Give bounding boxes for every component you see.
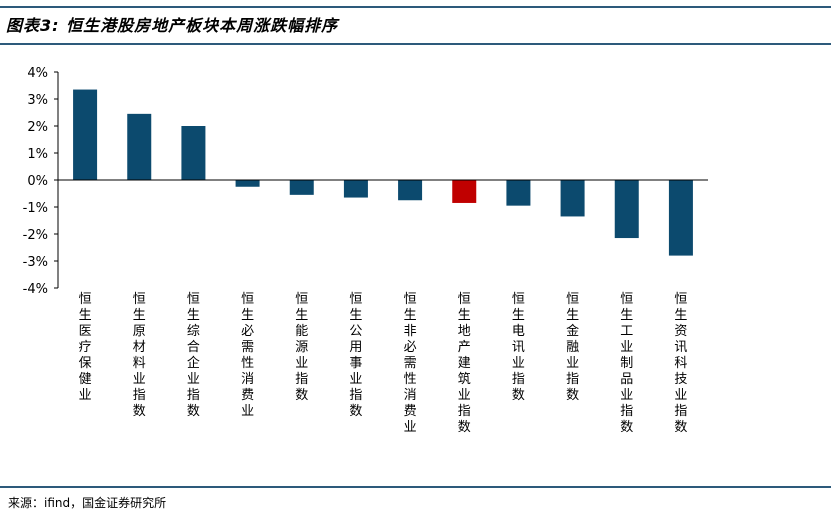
source-note: 来源：ifind，国金证券研究所: [8, 496, 167, 510]
x-tick-label: 恒生综合企业指数: [187, 292, 200, 419]
y-tick-label: 1%: [27, 147, 48, 162]
x-tick-label: 恒生医疗保健业: [79, 292, 92, 403]
bar: [668, 180, 693, 256]
bar: [452, 180, 477, 203]
bar: [127, 113, 152, 180]
bar: [289, 180, 314, 195]
x-tick-label: 恒生公用事业指数: [349, 292, 362, 419]
y-tick-label: 4%: [27, 66, 48, 81]
y-tick-label: -4%: [23, 282, 48, 297]
bottom-rule: [0, 486, 831, 488]
bar: [343, 180, 368, 198]
x-tick-label: 恒生电讯业指数: [512, 292, 525, 403]
title-rule: [0, 43, 831, 45]
bar: [560, 180, 585, 217]
y-tick-label: 2%: [27, 120, 48, 135]
bar: [506, 180, 531, 206]
bar: [181, 126, 206, 180]
bar: [614, 180, 639, 239]
x-tick-label: 恒生工业制品业指数: [620, 292, 633, 435]
y-tick-label: -3%: [23, 255, 48, 270]
y-tick-label: -2%: [23, 228, 48, 243]
x-tick-label: 恒生资讯科技业指数: [674, 292, 687, 435]
chart-title: 图表3: 恒生港股房地产板块本周涨跌幅排序: [6, 16, 339, 35]
bar: [235, 180, 260, 187]
x-tick-label: 恒生必需性消费业: [241, 292, 254, 419]
bar: [73, 89, 98, 180]
x-tick-label: 恒生地产建筑业指数: [458, 292, 471, 435]
x-tick-label: 恒生非必需性消费业: [404, 292, 417, 435]
x-tick-label: 恒生金融业指数: [566, 292, 579, 403]
y-tick-label: 3%: [27, 93, 48, 108]
y-tick-label: -1%: [23, 201, 48, 216]
x-tick-label: 恒生原材料业指数: [133, 292, 146, 419]
bar: [398, 180, 423, 201]
top-rule: [0, 6, 831, 8]
y-tick-label: 0%: [27, 174, 48, 189]
x-tick-label: 恒生能源业指数: [295, 292, 308, 403]
